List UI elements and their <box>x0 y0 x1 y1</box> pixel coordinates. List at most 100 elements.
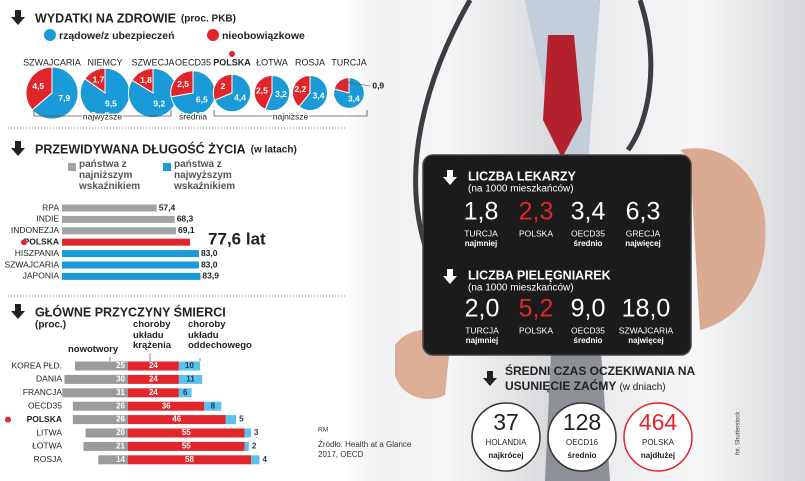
legend-swatch <box>44 29 56 41</box>
bar-segment <box>128 388 179 398</box>
stat-value: 1,8 <box>464 198 499 226</box>
pie-slice <box>127 67 178 119</box>
value-label: 3,2 <box>275 89 287 99</box>
bar-segment <box>72 415 128 425</box>
stat-country: TURCJA <box>464 228 498 238</box>
section-title: WYDATKI NA ZDROWIE <box>35 11 176 25</box>
category-label: JAPONIA <box>23 271 60 281</box>
value-label: 2,5 <box>256 85 268 95</box>
stat-value: 9,0 <box>571 295 606 323</box>
panel-fade <box>345 0 385 481</box>
group-label: najniższe <box>273 111 309 121</box>
bar-segment <box>128 441 245 451</box>
value-label: 83,0 <box>201 259 218 269</box>
legend-label: rządowe/z ubezpieczeń <box>59 30 175 42</box>
stat-country: TURCJA <box>465 325 499 335</box>
value-label: 4 <box>262 455 267 464</box>
bar-segment <box>178 374 203 384</box>
tie <box>543 35 582 158</box>
photo-credit: fot. Shutterstock <box>736 411 742 455</box>
legend-label: państwa z najniższym wskaźnikiem <box>79 159 141 192</box>
category-label: DANIA <box>36 374 62 384</box>
value-label: 14 <box>116 455 125 464</box>
section-subtitle: (w latach) <box>251 145 297 156</box>
tablet <box>422 154 692 356</box>
bar-segment <box>62 388 128 398</box>
category-label: ŁOTWA <box>256 57 288 67</box>
stat-value: 464 <box>639 409 678 435</box>
panel-subtitle: (na 1000 mieszkańców) <box>468 283 574 294</box>
category-label: HISZPANIA <box>15 248 60 258</box>
bar-segment <box>244 428 251 438</box>
value-label: 4,4 <box>234 93 246 103</box>
stat-value: 5,2 <box>519 295 554 323</box>
bar-segment <box>178 361 201 371</box>
category-label: TURCJA <box>331 57 367 67</box>
category-label: POLSKA <box>24 236 59 246</box>
category-label: ROSJA <box>34 454 63 464</box>
bar <box>62 204 157 212</box>
bar <box>62 272 201 280</box>
arrow-icon <box>483 371 497 386</box>
stat-country: GRECJA <box>626 228 661 238</box>
value-label: 21 <box>116 442 125 451</box>
stat-note: średnio <box>574 336 603 345</box>
bar-segment <box>98 455 128 465</box>
stat-note: najwięcej <box>625 239 661 248</box>
value-label: 30 <box>116 375 125 384</box>
bar <box>62 250 199 258</box>
bar <box>62 227 177 235</box>
cataract-heading: ŚREDNI CZAS OCZEKIWANIA NA USUNIĘCIE ZAĆ… <box>505 364 695 395</box>
value-label: 8 <box>211 401 216 410</box>
value-label: 25 <box>116 361 125 370</box>
legend-label: państwa z najwyższym wskaźnikiem <box>174 159 236 192</box>
stat-value: 6,3 <box>626 198 661 226</box>
value-label: 2 <box>252 442 257 451</box>
category-label: OECD35 <box>175 57 211 67</box>
category-label: SZWAJCARIA <box>23 57 81 67</box>
value-label: 55 <box>182 428 191 437</box>
bar-segment <box>128 415 226 425</box>
bar-segment <box>128 401 205 411</box>
stat-value: 37 <box>493 409 519 435</box>
value-label: 9,2 <box>153 98 165 108</box>
legend-swatch <box>163 163 171 171</box>
stat-value: 2,0 <box>465 295 500 323</box>
bar-segment <box>178 388 192 398</box>
category-label: ŁOTWA <box>32 441 62 451</box>
stat-circle <box>623 402 693 472</box>
value-label: 2,2 <box>294 84 306 94</box>
value-label: 68,3 <box>177 214 194 224</box>
category-label: RPA <box>42 202 59 212</box>
bar-segment <box>128 361 179 371</box>
bar-segment <box>75 361 128 371</box>
arrow-icon <box>443 269 457 284</box>
value-label: 24 <box>149 388 158 397</box>
cataract-subtitle: (w dniach) <box>619 382 666 393</box>
category-label: LITWA <box>36 427 62 437</box>
value-label: 9,5 <box>105 99 117 109</box>
section-title: GŁÓWNE PRZYCZYNY ŚMIERCI <box>35 304 226 319</box>
pie-slice <box>264 74 291 112</box>
panel-subtitle: (na 1000 mieszkańców) <box>468 184 574 195</box>
value-label: 4,5 <box>32 81 44 91</box>
bar <box>62 261 199 269</box>
value-label: 83,9 <box>202 271 219 281</box>
stat-note: najkrócej <box>488 451 523 460</box>
stat-note: najwięcej <box>628 336 664 345</box>
group-label: najwyższe <box>83 111 122 121</box>
value-label: 11 <box>186 375 195 384</box>
legend-swatch <box>207 29 219 41</box>
arrow-icon <box>11 10 25 25</box>
value-label: 58 <box>185 455 194 464</box>
group-label: średnia <box>179 111 207 121</box>
panel-title: LICZBA LEKARZY <box>468 169 577 183</box>
category-label: KOREA PŁD. <box>11 360 62 370</box>
pie-slice <box>298 74 328 111</box>
series-label: nowotwory <box>68 344 119 355</box>
value-label: 2 <box>221 81 226 91</box>
pie-slice <box>170 70 194 98</box>
value-label: 24 <box>149 375 158 384</box>
value-label: 1,8 <box>140 75 152 85</box>
